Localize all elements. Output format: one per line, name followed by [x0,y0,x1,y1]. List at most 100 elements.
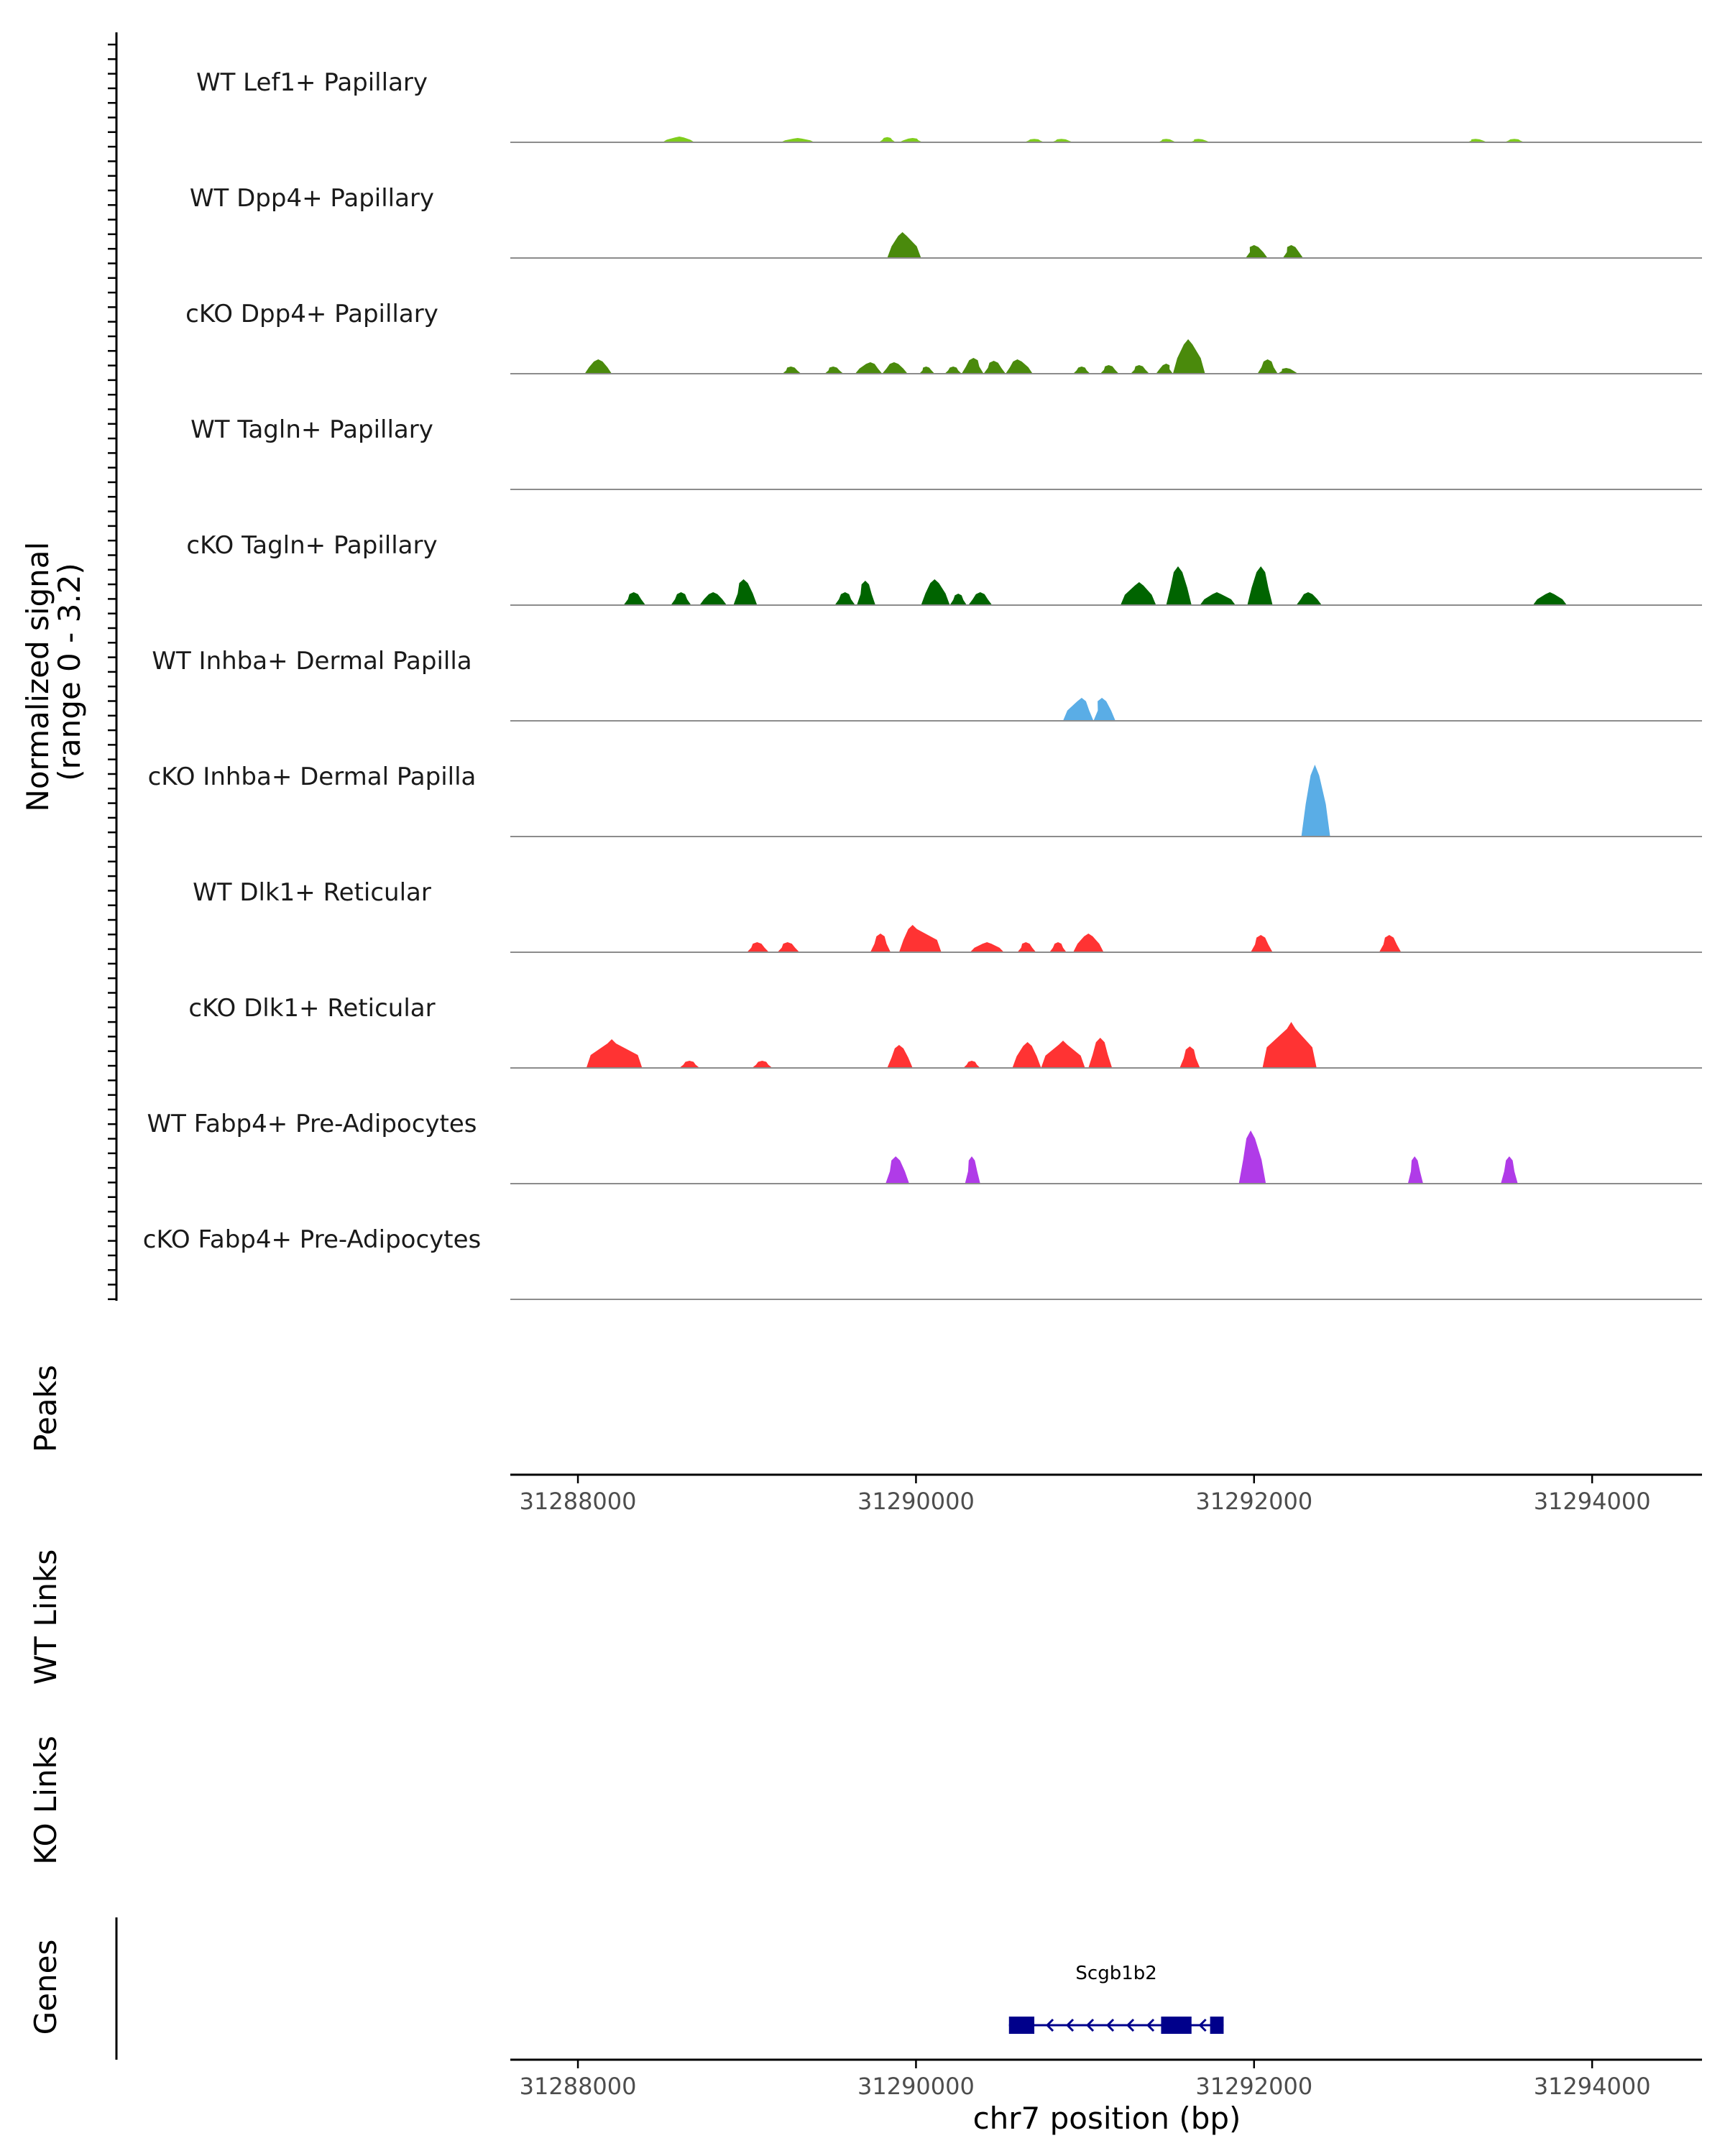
coverage-peak [1200,592,1236,605]
wt-links-panel-label: WT Links [28,1549,63,1685]
x-axis-bottom-tick-label: 31292000 [1195,2073,1312,2100]
track-label: cKO Fabp4+ Pre-Adipocytes [143,1225,482,1254]
ko-links-panel-label: KO Links [28,1736,63,1865]
track-label: WT Tagln+ Papillary [190,415,433,444]
track-label: cKO Inhba+ Dermal Papilla [148,763,477,791]
coverage-peak [857,581,875,605]
coverage-peak [921,579,950,605]
coverage-peak [1049,942,1067,952]
signal-axis-title-line1: Normalized signal [20,542,55,812]
coverage-peak [834,592,855,605]
x-axis-bottom-tick-label: 31288000 [520,2073,637,2100]
gene-exon [1008,2017,1035,2034]
x-axis-top-tick-label: 31290000 [857,1488,975,1515]
coverage-peak [1073,934,1104,952]
coverage-peak [968,592,993,605]
x-axis-title: chr7 position (bp) [973,2101,1241,2136]
coverage-peak [1100,365,1119,374]
track-label: WT Lef1+ Papillary [196,68,428,97]
coverage-peak [699,592,727,605]
coverage-peak [781,138,815,142]
coverage-peak [1277,368,1298,374]
coverage-peak [1131,365,1149,374]
coverage-peak [782,367,801,374]
coverage-peak [949,594,967,605]
coverage-peak [1017,942,1036,952]
track-cko-inhba-dermal-papilla: cKO Inhba+ Dermal Papilla [148,763,1702,837]
coverage-peak [1172,339,1205,374]
x-axis-top-tick-label: 31292000 [1195,1488,1312,1515]
coverage-peak [1051,139,1074,142]
coverage-peak [1238,1130,1266,1184]
track-cko-fabp4-pre-adipocytes: cKO Fabp4+ Pre-Adipocytes [143,1225,1702,1300]
coverage-peak [1246,245,1268,258]
strand-arrow [1198,2018,1207,2032]
coverage-peak [878,137,896,142]
coverage-peak [870,934,891,952]
coverage-peak [1532,592,1567,605]
coverage-peak [1006,359,1033,374]
coverage-peak [1179,1046,1200,1068]
signal-y-axis-ticks [108,43,116,1301]
track-wt-dlk1-reticular: WT Dlk1+ Reticular [193,878,1702,953]
coverage-peak [983,361,1006,374]
strand-arrow [1045,2018,1054,2032]
coverage-peak [1282,245,1303,258]
peaks-panel-label: Peaks [28,1365,63,1452]
track-cko-dlk1-reticular: cKO Dlk1+ Reticular [188,994,1702,1069]
coverage-peak [777,942,800,952]
coverage-peak [898,138,923,142]
coverage-peak [1504,139,1525,142]
x-axis-ticks-top: 31288000 31290000 31292000 31294000 [520,1475,1651,1515]
coverage-peak [662,137,695,142]
track-wt-lef1-papillary: WT Lef1+ Papillary [196,68,1702,143]
coverage-peak [1121,582,1156,605]
coverage-peak [623,592,646,605]
coverage-peak [1156,364,1173,374]
coverage-peak [855,362,883,374]
coverage-peak [1166,566,1192,605]
x-axis-bottom-tick-label: 31294000 [1534,2073,1651,2100]
track-wt-tagln-papillary: WT Tagln+ Papillary [190,415,1702,490]
x-axis-top-tick-label: 31288000 [520,1488,637,1515]
gene-exon [1161,2017,1192,2034]
gene-exon [1210,2017,1224,2034]
strand-arrow [1146,2018,1155,2032]
x-axis-ticks-bottom: 31288000 31290000 31292000 31294000 [520,2060,1651,2100]
coverage-peak [1024,139,1045,142]
track-wt-fabp4-pre-adipocytes: WT Fabp4+ Pre-Adipocytes [147,1110,1702,1184]
track-wt-inhba-dermal-papilla: WT Inhba+ Dermal Papilla [152,647,1702,722]
strand-arrow [1085,2018,1095,2032]
coverage-peak [1467,139,1488,142]
coverage-peak [1157,139,1177,142]
signal-axis-title-line2: (range 0 - 3.2) [52,563,87,781]
track-label: WT Dlk1+ Reticular [193,878,431,907]
coverage-peak [944,367,962,374]
coverage-peak [1251,935,1273,952]
signal-axis-title: Normalized signal (range 0 - 3.2) [20,532,87,811]
coverage-peak [1063,698,1094,721]
coverage-peak [1501,1156,1518,1184]
coverage-peak [1379,935,1402,952]
track-wt-dpp4-papillary: WT Dpp4+ Papillary [190,184,1702,259]
strand-arrow [1126,2018,1135,2032]
coverage-peak [961,358,984,374]
x-axis-bottom-tick-label: 31290000 [857,2073,975,2100]
track-label: WT Dpp4+ Papillary [190,184,434,213]
coverage-peak [752,1061,773,1068]
genes-panel-label: Genes [28,1940,63,2035]
coverage-peak [898,925,942,952]
coverage-peak [1407,1156,1423,1184]
track-cko-tagln-papillary: cKO Tagln+ Papillary [186,531,1702,606]
track-label: WT Inhba+ Dermal Papilla [152,647,472,676]
gene-name-label: Scgb1b2 [1075,1963,1156,1984]
coverage-peak [679,1061,700,1068]
coverage-peak [1262,1022,1317,1068]
coverage-peak [1093,698,1116,721]
strand-arrow [1065,2018,1075,2032]
gene-model [1008,2017,1224,2034]
track-cko-dpp4-papillary: cKO Dpp4+ Papillary [185,300,1702,374]
coverage-peak [882,362,908,374]
coverage-peak [919,367,935,374]
